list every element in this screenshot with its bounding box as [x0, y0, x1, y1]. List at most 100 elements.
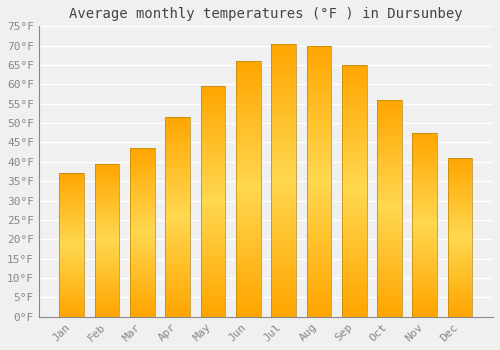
Bar	[448, 248, 472, 250]
Bar	[412, 212, 437, 214]
Bar	[342, 72, 366, 75]
Bar	[60, 228, 84, 229]
Bar	[236, 92, 260, 94]
Bar	[271, 183, 296, 186]
Bar	[306, 292, 331, 295]
Bar	[94, 240, 120, 242]
Bar	[130, 281, 155, 283]
Bar	[200, 236, 226, 238]
Bar	[342, 266, 366, 269]
Bar	[236, 61, 260, 317]
Bar	[412, 273, 437, 274]
Bar	[130, 223, 155, 224]
Bar	[236, 286, 260, 289]
Bar	[130, 276, 155, 278]
Bar	[60, 271, 84, 272]
Bar	[130, 288, 155, 290]
Bar	[166, 289, 190, 291]
Bar	[342, 90, 366, 93]
Bar	[377, 300, 402, 302]
Bar	[166, 183, 190, 185]
Bar	[271, 312, 296, 314]
Bar	[377, 308, 402, 310]
Bar	[94, 254, 120, 256]
Bar	[200, 183, 226, 186]
Bar	[94, 250, 120, 251]
Bar	[271, 281, 296, 284]
Bar	[94, 168, 120, 170]
Bar	[448, 206, 472, 207]
Bar	[200, 312, 226, 315]
Bar	[448, 166, 472, 168]
Bar	[130, 170, 155, 172]
Bar	[271, 276, 296, 279]
Bar	[306, 143, 331, 146]
Bar	[412, 306, 437, 308]
Bar	[236, 64, 260, 66]
Bar	[236, 307, 260, 309]
Bar	[166, 149, 190, 151]
Bar	[412, 146, 437, 147]
Bar	[377, 282, 402, 284]
Bar	[342, 93, 366, 95]
Bar	[94, 253, 120, 254]
Bar	[200, 128, 226, 130]
Bar	[342, 294, 366, 297]
Bar	[377, 245, 402, 247]
Bar	[306, 301, 331, 303]
Bar	[166, 263, 190, 265]
Bar	[60, 252, 84, 254]
Bar	[271, 77, 296, 79]
Bar	[448, 266, 472, 267]
Bar	[166, 297, 190, 299]
Bar	[60, 178, 84, 179]
Bar	[60, 251, 84, 252]
Bar	[377, 273, 402, 275]
Bar	[412, 309, 437, 311]
Bar	[377, 187, 402, 189]
Bar	[342, 161, 366, 163]
Bar	[60, 288, 84, 289]
Bar	[166, 167, 190, 169]
Bar	[94, 265, 120, 266]
Bar	[60, 302, 84, 304]
Bar	[342, 236, 366, 239]
Bar	[94, 206, 120, 208]
Bar	[271, 47, 296, 49]
Bar	[60, 232, 84, 234]
Bar	[60, 275, 84, 276]
Bar	[60, 231, 84, 232]
Bar	[377, 148, 402, 150]
Bar	[412, 287, 437, 289]
Bar	[200, 250, 226, 252]
Bar	[342, 201, 366, 203]
Bar	[130, 244, 155, 246]
Bar	[271, 128, 296, 131]
Bar	[200, 112, 226, 114]
Bar	[94, 188, 120, 190]
Bar	[130, 254, 155, 256]
Bar	[412, 245, 437, 247]
Bar	[130, 307, 155, 308]
Bar	[271, 88, 296, 90]
Bar	[200, 86, 226, 89]
Bar	[236, 99, 260, 102]
Bar	[94, 170, 120, 172]
Bar	[130, 194, 155, 196]
Bar	[60, 298, 84, 300]
Bar	[377, 152, 402, 154]
Bar	[412, 217, 437, 219]
Bar	[306, 48, 331, 51]
Bar	[271, 153, 296, 156]
Bar	[306, 211, 331, 214]
Bar	[448, 279, 472, 280]
Bar	[166, 141, 190, 143]
Bar	[236, 253, 260, 255]
Bar	[94, 199, 120, 201]
Bar	[200, 148, 226, 151]
Bar	[130, 265, 155, 266]
Bar	[306, 56, 331, 59]
Bar	[166, 177, 190, 179]
Bar	[448, 195, 472, 196]
Bar	[377, 137, 402, 139]
